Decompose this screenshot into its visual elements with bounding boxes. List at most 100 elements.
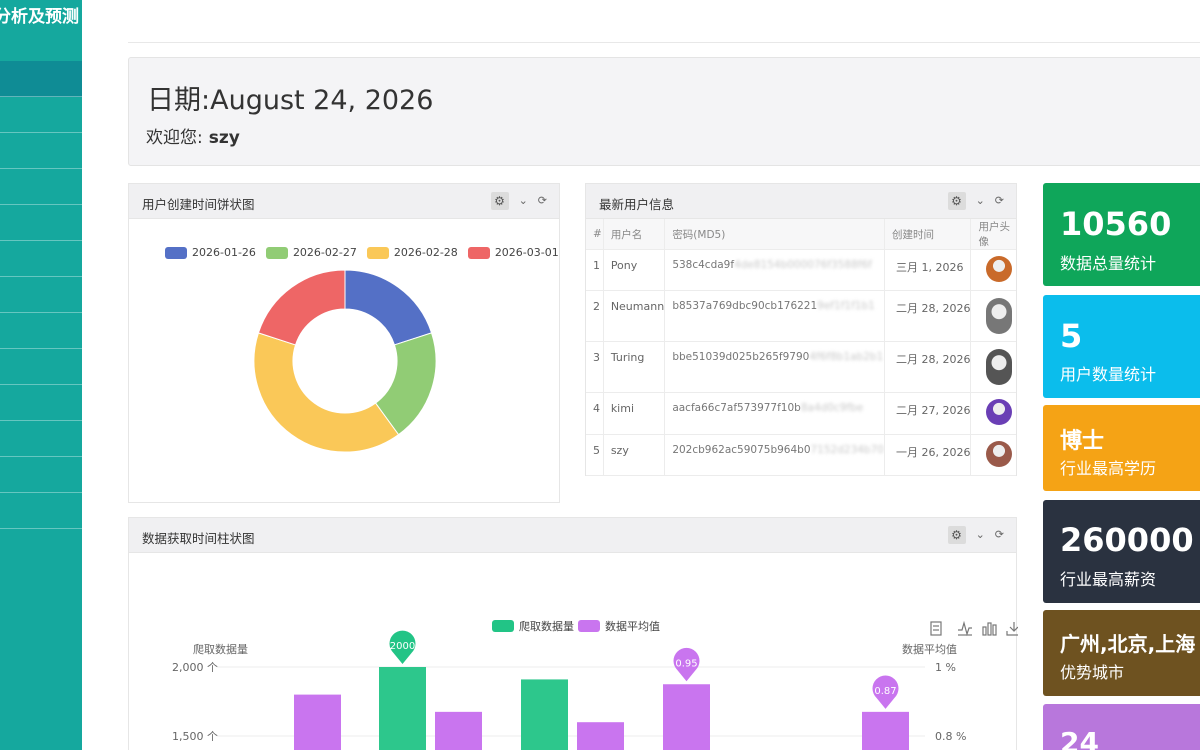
refresh-icon[interactable]: ⟳ — [537, 195, 547, 207]
y-right-axis-label: 数据平均值 — [902, 642, 957, 656]
bar-crawl-volume[interactable] — [521, 679, 568, 750]
sidebar-item[interactable] — [0, 133, 82, 169]
legend-label[interactable]: 数据平均值 — [605, 619, 660, 633]
pie-chart — [253, 269, 437, 453]
bar-average[interactable] — [294, 694, 341, 750]
cell-index: 1 — [586, 249, 604, 291]
stat-value: 5 — [1060, 317, 1083, 355]
panel-header: 数据获取时间柱状图 ⚙ ⌄ ⟳ — [129, 518, 1016, 553]
y-right-tick: 0.8 % — [935, 730, 966, 743]
col-header-index: # — [586, 219, 604, 250]
gear-icon[interactable]: ⚙ — [947, 526, 966, 544]
sidebar-item[interactable] — [0, 421, 82, 457]
legend-label: 2026-03-01 — [494, 246, 559, 259]
marker-label: 2000 — [390, 641, 415, 652]
bar-average[interactable] — [435, 711, 482, 750]
table-row[interactable]: 2 Neumann b8537a769dbc90cb1762219ef1f1f1b1… — [586, 290, 1016, 342]
table-header-row: # 用户名 密码(MD5) 创建时间 用户头像 — [586, 219, 1016, 250]
pie-slice[interactable] — [257, 269, 346, 346]
bar-average[interactable] — [663, 684, 710, 750]
legend-item[interactable]: 2026-02-28 — [366, 246, 458, 259]
sidebar-item[interactable] — [0, 385, 82, 421]
bar-average[interactable] — [862, 711, 909, 750]
download-icon[interactable] — [1006, 622, 1018, 636]
sidebar-item[interactable] — [0, 349, 82, 385]
legend-swatch — [165, 246, 187, 259]
collapse-icon[interactable]: ⌄ — [975, 529, 985, 541]
pie-legend: 2026-01-26 2026-02-27 2026-02-28 2026-03-01 — [165, 246, 559, 259]
md5-redacted: 4de8154b000076f3588f6f — [734, 259, 872, 271]
user-avatar — [986, 441, 1013, 467]
cell-avatar — [970, 249, 1016, 291]
sidebar-item[interactable] — [0, 97, 82, 133]
legend-item[interactable]: 2026-01-26 — [165, 246, 256, 259]
bar-chart-panel: 数据获取时间柱状图 ⚙ ⌄ ⟳ 爬取数据量 数据平均值 爬取数据量 数据平均值 2,00… — [128, 517, 1018, 750]
panel-header: 用户创建时间饼状图 ⚙ ⌄ ⟳ — [129, 184, 559, 219]
user-avatar — [986, 399, 1013, 425]
sidebar-item[interactable] — [0, 277, 82, 313]
cell-avatar — [970, 392, 1016, 435]
bar-chart-icon[interactable] — [982, 622, 997, 636]
md5-redacted: 7152d234b70 — [810, 444, 884, 456]
welcome-card: 日期:August 24, 2026 欢迎您: szy — [128, 57, 1200, 166]
data-view-icon[interactable] — [930, 621, 942, 636]
marker-label: 0.87 — [874, 686, 896, 697]
sidebar: 分析及预测 — [0, 0, 82, 750]
table-row[interactable]: 3 Turing bbe51039d025b265f97904f6f8b1ab2b1… — [586, 341, 1016, 393]
refresh-icon[interactable]: ⟳ — [994, 529, 1004, 541]
stat-label: 行业最高薪资 — [1060, 570, 1157, 589]
sidebar-item[interactable] — [0, 457, 82, 493]
cell-password: aacfa66c7af573977f10b8a4d0c9fbe — [664, 392, 885, 435]
bar-crawl-volume[interactable] — [379, 667, 426, 750]
cell-created: 三月 1, 2026 — [884, 249, 972, 291]
stat-label: 用户数量统计 — [1060, 365, 1157, 384]
line-chart-icon[interactable] — [958, 620, 972, 637]
stat-card-cities: 广州,北京,上海 优势城市 — [1043, 610, 1200, 696]
top-divider — [128, 42, 1200, 43]
gear-icon[interactable]: ⚙ — [490, 192, 509, 210]
marker-pin[interactable] — [872, 675, 899, 709]
legend-item[interactable]: 2026-02-27 — [265, 246, 357, 259]
col-header-created: 创建时间 — [884, 219, 972, 250]
md5-text: 202cb962ac59075b964b0 — [672, 444, 811, 456]
legend-label: 2026-01-26 — [192, 246, 256, 259]
table-row[interactable]: 4 kimi aacfa66c7af573977f10b8a4d0c9fbe 二月 2… — [586, 392, 1016, 435]
y-left-tick: 1,500 个 — [172, 730, 218, 743]
marker-pin[interactable] — [389, 630, 416, 664]
md5-redacted: 8a4d0c9fbe — [800, 402, 864, 414]
sidebar-item[interactable] — [0, 241, 82, 277]
md5-text: bbe51039d025b265f9790 — [672, 351, 810, 363]
col-header-username: 用户名 — [603, 219, 666, 250]
legend-label: 2026-02-27 — [292, 246, 357, 259]
panel-tools: ⚙ ⌄ ⟳ — [947, 192, 1004, 210]
sidebar-item-active[interactable] — [0, 61, 82, 97]
marker-pin[interactable] — [673, 647, 700, 682]
cell-username: Pony — [603, 249, 666, 291]
table-row[interactable]: 5 szy 202cb962ac59075b964b07152d234b70 一月 2… — [586, 434, 1016, 476]
legend-swatch — [366, 246, 389, 259]
sidebar-item[interactable] — [0, 205, 82, 241]
user-avatar — [986, 298, 1013, 334]
legend-label[interactable]: 爬取数据量 — [519, 619, 574, 633]
stat-card-user-count: 5 用户数量统计 — [1043, 295, 1200, 398]
legend-swatch — [492, 620, 514, 632]
refresh-icon[interactable]: ⟳ — [994, 195, 1004, 207]
legend-swatch — [578, 620, 600, 632]
cell-username: szy — [603, 434, 666, 476]
y-left-axis-label: 爬取数据量 — [193, 642, 248, 656]
collapse-icon[interactable]: ⌄ — [975, 195, 985, 207]
sidebar-item[interactable] — [0, 169, 82, 205]
legend-item[interactable]: 2026-03-01 — [467, 246, 559, 259]
sidebar-item[interactable] — [0, 313, 82, 349]
gear-icon[interactable]: ⚙ — [947, 192, 966, 210]
pie-slice[interactable] — [344, 269, 433, 346]
pie-slice[interactable] — [253, 332, 400, 453]
table-row[interactable]: 1 Pony 538c4cda9f4de8154b000076f3588f6f 三月 … — [586, 249, 1016, 291]
stat-value: 广州,北京,上海 — [1060, 632, 1196, 656]
md5-text: 538c4cda9f — [672, 259, 735, 271]
stat-value: 10560 — [1060, 205, 1172, 243]
bar-average[interactable] — [577, 722, 624, 750]
sidebar-item[interactable] — [0, 493, 82, 529]
collapse-icon[interactable]: ⌄ — [518, 195, 528, 207]
